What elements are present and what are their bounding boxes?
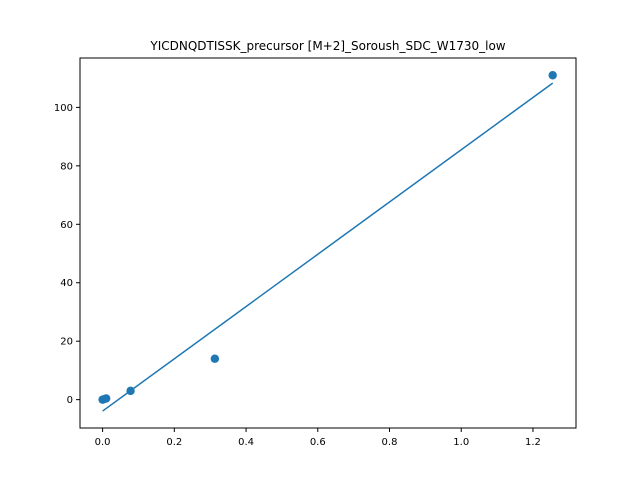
x-tick-label: 0.6 — [310, 437, 326, 448]
chart-title: YICDNQDTISSK_precursor [M+2]_Soroush_SDC… — [149, 39, 505, 53]
y-tick-label: 40 — [60, 278, 73, 289]
y-tick-label: 100 — [54, 103, 73, 114]
data-point — [101, 394, 111, 403]
x-axis: 0.0 0.2 0.4 0.6 0.8 1.0 1.2 — [95, 428, 541, 448]
y-tick-label: 80 — [60, 161, 73, 172]
data-point — [210, 354, 220, 363]
fit-line — [102, 82, 554, 412]
x-tick-label: 0.2 — [166, 437, 182, 448]
y-tick-label: 0 — [67, 395, 73, 406]
x-tick-label: 1.2 — [525, 437, 541, 448]
y-axis: 0 20 40 60 80 100 — [54, 103, 80, 406]
x-tick-label: 0.0 — [95, 437, 111, 448]
plot-area — [98, 71, 557, 412]
data-point — [548, 71, 557, 80]
y-tick-label: 20 — [60, 337, 73, 348]
axes-frame — [79, 57, 577, 429]
y-tick-label: 60 — [60, 220, 73, 231]
x-tick-label: 0.4 — [238, 437, 254, 448]
x-tick-label: 0.8 — [382, 437, 398, 448]
x-tick-label: 1.0 — [453, 437, 469, 448]
data-point — [126, 386, 135, 396]
